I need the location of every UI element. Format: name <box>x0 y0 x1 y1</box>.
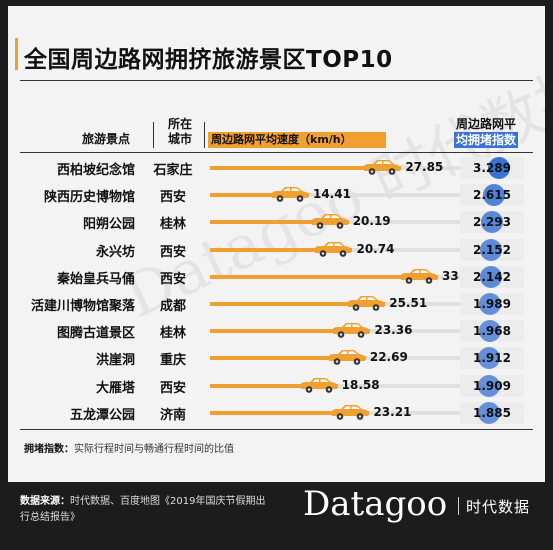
chart-card: Datagoo 时代数据 全国周边路网拥挤旅游景区TOP10 旅游景点 所在 城… <box>8 6 545 482</box>
spot-label: 五龙潭公园 <box>69 407 135 423</box>
chart-row: 永兴坊 西安 20.74 2.152 <box>8 237 545 263</box>
speed-bar <box>210 247 353 252</box>
spot-label: 活建川博物馆聚落 <box>30 299 135 314</box>
header-separator <box>204 122 205 148</box>
car-icon <box>345 294 385 312</box>
speed-value-label: 25.51 <box>389 296 428 310</box>
index-marker <box>478 374 501 397</box>
index-marker <box>479 238 502 261</box>
car-icon <box>312 240 352 258</box>
city-label: 重庆 <box>159 353 186 369</box>
car-icon <box>361 158 401 176</box>
brand-divider <box>458 497 459 515</box>
spot-label: 永兴坊 <box>95 244 135 260</box>
index-marker <box>480 211 503 234</box>
car-icon <box>326 348 366 366</box>
header-city: 所在 城市 <box>167 117 192 146</box>
speed-value-label: 22.69 <box>369 350 408 365</box>
header-separator <box>153 122 154 148</box>
chart-row: 图腾古道景区 桂林 23.36 1.968 <box>8 318 545 344</box>
car-icon <box>329 403 369 421</box>
index-marker <box>488 157 510 179</box>
car-icon <box>398 267 438 285</box>
header-spot: 旅游景点 <box>81 132 130 146</box>
brand-name-cn: 时代数据 <box>466 498 531 516</box>
speed-bar <box>210 166 402 170</box>
city-label: 西安 <box>159 271 186 287</box>
spot-label: 洪崖洞 <box>95 353 135 369</box>
chart-row: 大雁塔 西安 18.58 1.909 <box>8 373 545 399</box>
speed-bar <box>210 274 438 279</box>
spot-label: 阳朔公园 <box>82 217 135 233</box>
spot-label: 大雁塔 <box>95 380 135 396</box>
city-label: 西安 <box>159 190 186 206</box>
spot-label: 西柏坡纪念馆 <box>56 163 135 178</box>
city-label: 成都 <box>159 299 186 314</box>
index-value-label: 2.142 <box>473 269 511 284</box>
title-divider <box>20 80 533 81</box>
bar-track <box>210 383 488 388</box>
index-value-label: 3.289 <box>473 161 511 175</box>
car-icon <box>269 185 309 203</box>
city-label: 桂林 <box>159 326 186 342</box>
bar-track <box>210 220 488 225</box>
header-divider <box>20 152 533 153</box>
chart-row: 阳朔公园 桂林 20.19 2.293 <box>8 209 545 235</box>
index-marker <box>478 401 500 424</box>
footnote-divider <box>20 429 533 430</box>
chart-row: 陕西历史博物馆 西安 14.41 2.615 <box>8 182 545 208</box>
speed-bar <box>210 220 349 225</box>
speed-value-label: 27.85 <box>405 160 444 174</box>
header-speed: 周边路网平均速度（km/h） <box>208 132 386 148</box>
speed-bar <box>210 410 370 415</box>
speed-bar <box>210 329 371 334</box>
car-icon <box>309 212 349 230</box>
chart-row: 秦始皇兵马俑西安33.192.142 <box>8 264 545 290</box>
footnote: 拥堵指数：实际行程时间与畅通行程时间的比值 <box>24 444 234 455</box>
index-marker <box>478 347 501 370</box>
city-label: 西安 <box>159 244 186 260</box>
title-accent <box>15 38 18 70</box>
chart-row: 西柏坡纪念馆 石家庄 27.85 3.289 <box>8 155 545 181</box>
city-label: 济南 <box>159 407 186 423</box>
speed-value-label: 20.19 <box>352 214 391 229</box>
index-marker <box>479 265 502 288</box>
index-value-label: 2.152 <box>473 242 511 257</box>
speed-bar <box>210 193 309 198</box>
index-value-label: 1.912 <box>473 351 511 366</box>
speed-value-label: 18.58 <box>341 377 380 392</box>
index-marker <box>478 320 501 343</box>
header-index: 周边路网平 均拥堵指数 <box>453 117 518 148</box>
speed-bar <box>210 302 386 306</box>
source-note: 数据来源：时代数据、百度地图《2019年国庆节假期出行总结报告》 <box>20 496 266 523</box>
speed-value-label: 20.74 <box>356 241 395 256</box>
chart-title: 全国周边路网拥挤旅游景区TOP10 <box>24 47 393 73</box>
index-value-label: 2.293 <box>473 215 511 230</box>
city-label: 桂林 <box>159 217 186 233</box>
city-label: 石家庄 <box>153 163 193 178</box>
speed-value-label: 23.36 <box>374 323 413 338</box>
speed-bar <box>210 356 366 361</box>
speed-value-label: 14.41 <box>312 187 351 202</box>
index-marker <box>483 184 506 207</box>
city-label: 西安 <box>159 380 186 396</box>
index-value-label: 1.989 <box>473 297 511 311</box>
index-value-label: 1.968 <box>473 324 511 339</box>
speed-value-label: 23.21 <box>373 404 412 419</box>
index-value-label: 1.885 <box>473 405 511 420</box>
car-icon <box>330 321 370 339</box>
chart-row: 五龙潭公园 济南 23.21 1.885 <box>8 400 545 426</box>
bar-track <box>210 193 488 198</box>
chart-row: 洪崖洞 重庆 22.69 1.912 <box>8 345 545 371</box>
spot-label: 陕西历史博物馆 <box>43 190 135 206</box>
index-value-label: 2.615 <box>473 188 511 203</box>
spot-label: 图腾古道景区 <box>56 326 135 342</box>
chart-row: 活建川博物馆聚落 成都 25.51 1.989 <box>8 291 545 317</box>
car-icon <box>298 376 338 394</box>
speed-bar <box>210 383 338 388</box>
index-value-label: 1.909 <box>473 378 511 393</box>
index-marker <box>478 293 501 315</box>
spot-label: 秦始皇兵马俑 <box>56 271 135 287</box>
brand-logo: Datagoo <box>303 484 448 524</box>
